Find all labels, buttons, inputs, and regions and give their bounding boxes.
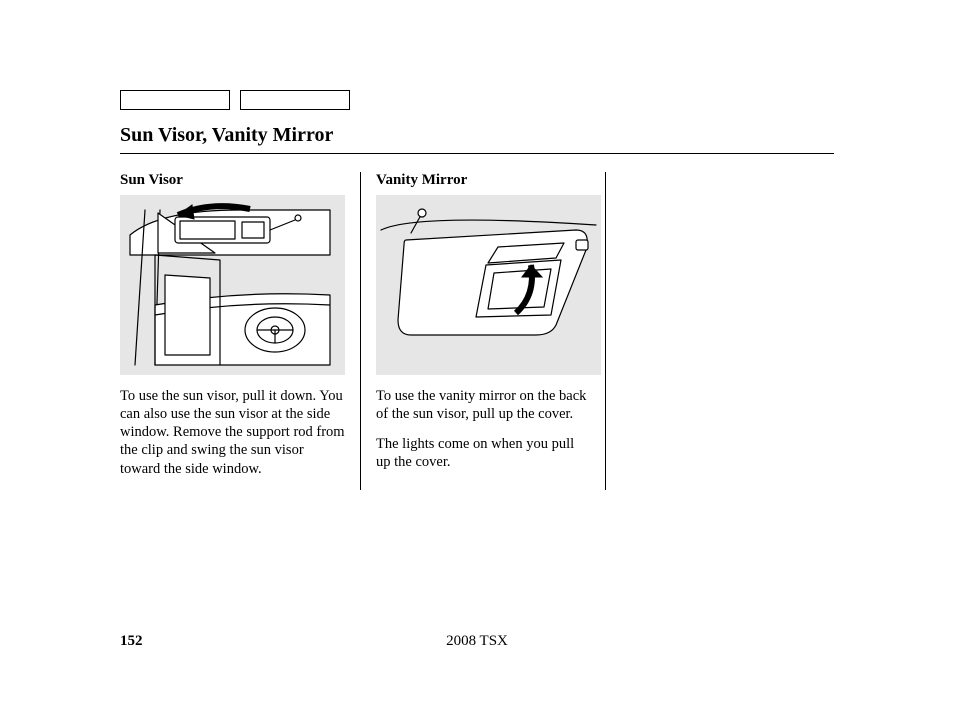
body-paragraph: To use the sun visor, pull it down. You … [120,387,345,478]
page-title: Sun Visor, Vanity Mirror [120,124,834,154]
header-box [120,90,230,110]
sun-visor-illustration [120,195,345,375]
content-columns: Sun Visor [120,172,834,490]
footer-model-year: 2008 TSX [120,633,834,650]
column-vanity-mirror: Vanity Mirror [360,172,605,490]
body-paragraph: The lights come on when you pull up the … [376,435,590,471]
vanity-mirror-illustration [376,195,601,375]
body-paragraph: To use the vanity mirror on the back of … [376,387,590,423]
column-empty [605,172,834,490]
column-title: Vanity Mirror [376,172,590,189]
page-footer: 152 2008 TSX [120,633,834,650]
header-placeholder-boxes [120,90,350,110]
header-box [240,90,350,110]
figure-sun-visor [120,195,345,375]
manual-page: Sun Visor, Vanity Mirror Sun Visor [0,0,954,710]
column-sun-visor: Sun Visor [120,172,360,490]
column-title: Sun Visor [120,172,345,189]
figure-vanity-mirror [376,195,601,375]
